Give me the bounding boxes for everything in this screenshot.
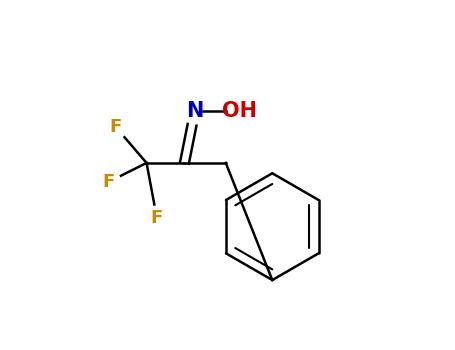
Text: F: F bbox=[102, 173, 115, 191]
Text: F: F bbox=[110, 118, 121, 136]
Text: OH: OH bbox=[222, 101, 257, 121]
Text: F: F bbox=[151, 209, 163, 227]
Text: N: N bbox=[186, 101, 203, 121]
